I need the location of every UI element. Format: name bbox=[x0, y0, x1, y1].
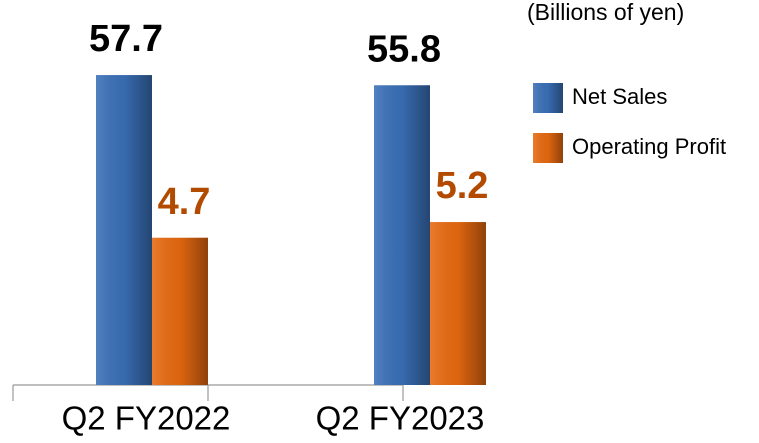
bar-shading bbox=[430, 222, 486, 385]
x-tick-label: Q2 FY2022 bbox=[62, 400, 231, 437]
data-label: 57.7 bbox=[89, 18, 163, 60]
legend-swatch-shading bbox=[533, 133, 563, 163]
data-label: 5.2 bbox=[436, 165, 489, 207]
legend-label: Net Sales bbox=[572, 84, 667, 109]
bar-shading bbox=[374, 85, 430, 385]
data-label: 4.7 bbox=[158, 181, 211, 223]
subtitle: (Billions of yen) bbox=[527, 0, 684, 25]
legend-swatch-shading bbox=[533, 83, 563, 113]
x-tick-label: Q2 FY2023 bbox=[316, 400, 485, 437]
legend-label: Operating Profit bbox=[572, 134, 726, 159]
data-label: 55.8 bbox=[367, 28, 441, 70]
bar-shading bbox=[96, 75, 152, 385]
bar-shading bbox=[152, 237, 208, 385]
